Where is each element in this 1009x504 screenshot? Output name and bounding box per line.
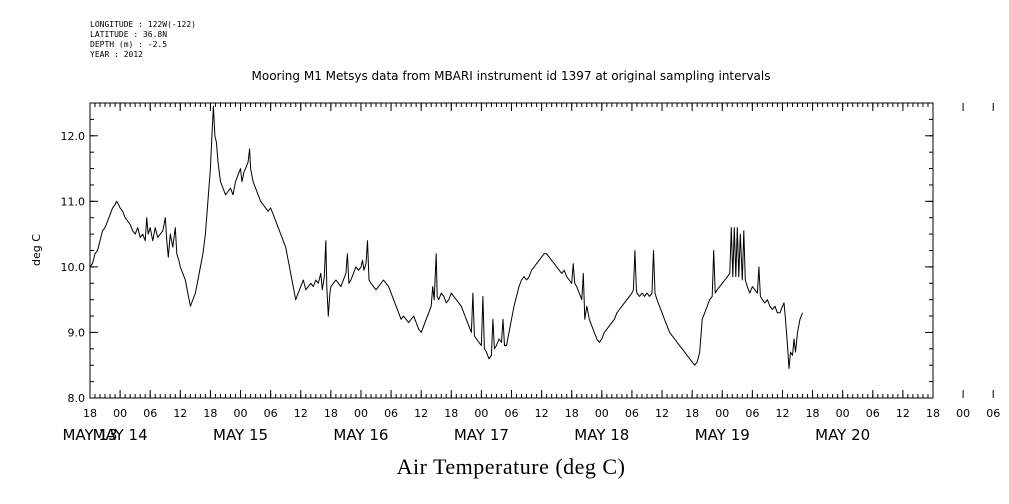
x-tick-label: 12: [414, 407, 428, 420]
longitude-text: LONGITUDE : 122W(-122): [90, 20, 196, 29]
x-tick-label: 18: [83, 407, 97, 420]
x-tick-label: 00: [354, 407, 368, 420]
y-tick-label: 11.0: [61, 195, 86, 208]
day-label: MAY 14: [93, 426, 148, 444]
y-tick-label: 9.0: [68, 326, 86, 339]
x-tick-label: 06: [866, 407, 880, 420]
metadata-block: LONGITUDE : 122W(-122) LATITUDE : 36.8N …: [90, 20, 196, 60]
x-tick-label: 06: [986, 407, 1000, 420]
day-label: MAY 20: [815, 426, 870, 444]
x-tick-label: 00: [113, 407, 127, 420]
x-tick-label: 00: [836, 407, 850, 420]
x-tick-label: 06: [745, 407, 759, 420]
day-label: MAY 17: [454, 426, 509, 444]
x-tick-label: 12: [535, 407, 549, 420]
x-tick-label: 12: [173, 407, 187, 420]
x-tick-label: 18: [926, 407, 940, 420]
day-label: MAY 16: [333, 426, 388, 444]
x-tick-label: 18: [324, 407, 338, 420]
y-axis-label: deg C: [30, 234, 43, 266]
x-axis: 18 00 06 12 18 00 06 12 18 00 06 12 18 00 06 12 18 00 06 12…: [83, 103, 1000, 420]
x-tick-label: 06: [143, 407, 157, 420]
x-tick-label: 18: [203, 407, 217, 420]
depth-text: DEPTH (m) : -2.5: [90, 40, 168, 49]
chart-title: Mooring M1 Metsys data from MBARI instru…: [252, 69, 771, 83]
series-line: [89, 105, 803, 369]
x-tick-label: 00: [234, 407, 248, 420]
x-tick-label: 12: [896, 407, 910, 420]
year-text: YEAR : 2012: [90, 50, 143, 59]
x-tick-label: 00: [715, 407, 729, 420]
x-tick-label: 06: [384, 407, 398, 420]
x-tick-label: 06: [505, 407, 519, 420]
x-tick-label: 18: [806, 407, 820, 420]
x-tick-label: 00: [595, 407, 609, 420]
y-axis: 8.0 9.0 10.0 11.0 12.0: [61, 102, 933, 405]
day-label: MAY 13: [62, 426, 117, 444]
x-tick-label: 12: [655, 407, 669, 420]
y-tick-label: 10.0: [61, 261, 86, 274]
x-tick-label: 00: [474, 407, 488, 420]
day-label: MAY 15: [213, 426, 268, 444]
latitude-text: LATITUDE : 36.8N: [90, 30, 168, 39]
x-tick-label: 00: [956, 407, 970, 420]
y-tick-label: 12.0: [61, 130, 86, 143]
x-tick-label: 12: [775, 407, 789, 420]
x-tick-label: 06: [625, 407, 639, 420]
day-label: MAY 19: [695, 426, 750, 444]
x-tick-label: 12: [294, 407, 308, 420]
day-label: MAY 18: [574, 426, 629, 444]
x-tick-label: 18: [565, 407, 579, 420]
x-tick-label: 18: [685, 407, 699, 420]
x-axis-label: Air Temperature (deg C): [397, 454, 626, 479]
y-tick-label: 8.0: [68, 392, 86, 405]
x-tick-label: 18: [444, 407, 458, 420]
x-tick-label: 06: [264, 407, 278, 420]
